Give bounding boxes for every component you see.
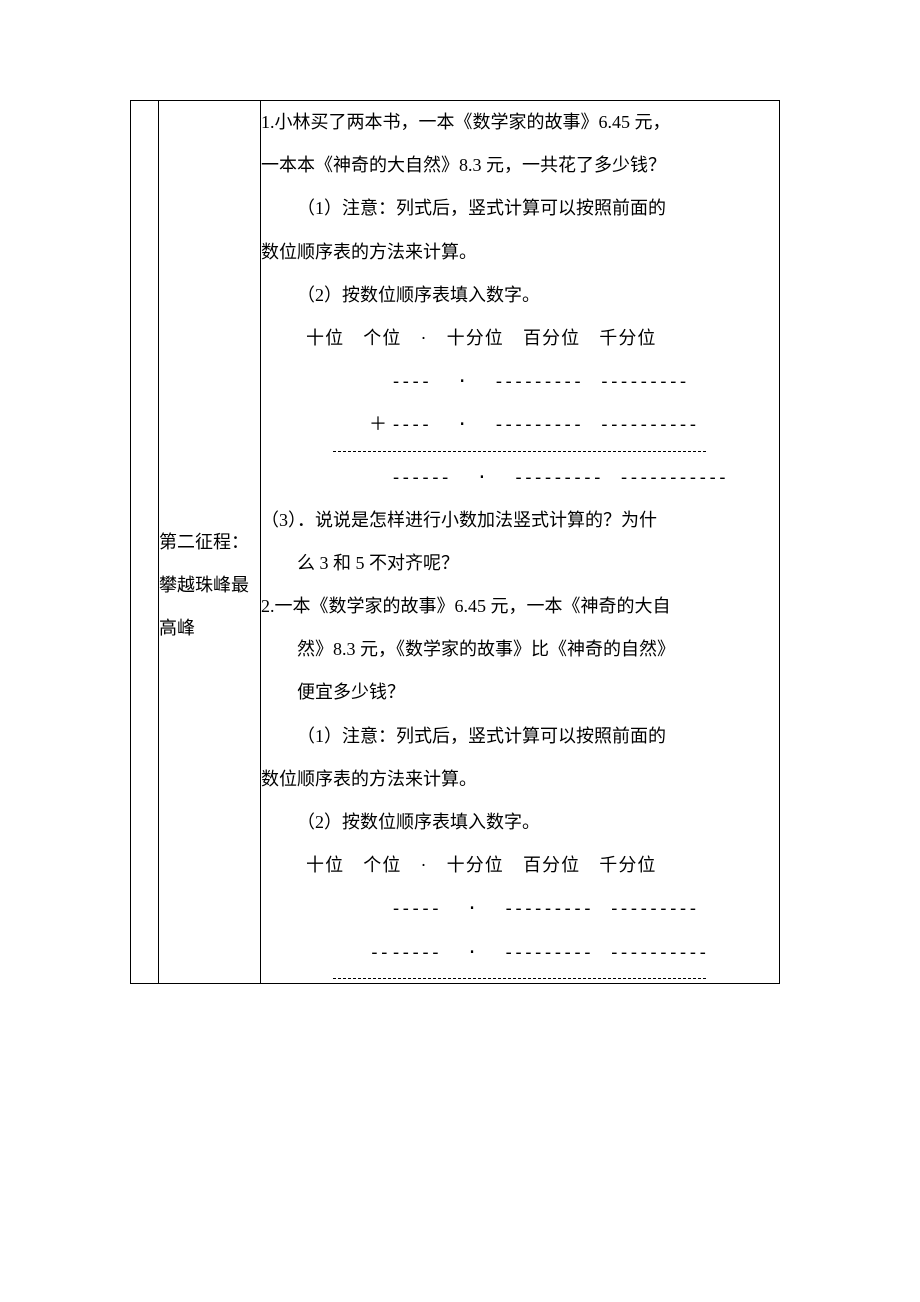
p1-note2: （2）按数位顺序表填入数字。: [261, 274, 779, 317]
p1-row3: ------ · --------- -----------: [261, 456, 779, 499]
p2-note1: （1）注意：列式后，竖式计算可以按照前面的: [261, 715, 779, 758]
p1-row3-text: ------ · --------- -----------: [391, 467, 727, 488]
p1-note1b: 数位顺序表的方法来计算。: [261, 231, 779, 274]
p1-row2-text: ---- · --------- ----------: [391, 414, 698, 435]
p1-places: 十位 个位 · 十分位 百分位 千分位: [261, 317, 779, 360]
content-col: 1.小林买了两本书，一本《数学家的故事》6.45 元， 一本本《神奇的大自然》8…: [261, 101, 780, 984]
p1-op: ＋: [369, 403, 391, 446]
p1-row1: ---- · --------- ---------: [261, 360, 779, 403]
p1-q3b: 么 3 和 5 不对齐呢？: [261, 542, 779, 585]
p1-title: 1.小林买了两本书，一本《数学家的故事》6.45 元，: [261, 101, 779, 144]
p2-title: 2.一本《数学家的故事》6.45 元，一本《神奇的大自: [261, 585, 779, 628]
p2-divider: [333, 978, 706, 979]
p2-title2: 然》8.3 元，《数学家的故事》比《神奇的自然》: [261, 628, 779, 671]
p2-note1b: 数位顺序表的方法来计算。: [261, 758, 779, 801]
p2-row1-text: ----- · --------- ---------: [391, 898, 698, 919]
p2-places: 十位 个位 · 十分位 百分位 千分位: [261, 844, 779, 887]
p1-divider: [333, 451, 706, 452]
p2-row2: ------- · --------- ----------: [261, 931, 779, 974]
lesson-table: 第二征程： 攀越珠峰最 高峰 1.小林买了两本书，一本《数学家的故事》6.45 …: [130, 100, 780, 984]
section-line-3: 高峰: [159, 607, 260, 650]
p2-row1: ----- · --------- ---------: [261, 887, 779, 930]
p2-title3: 便宜多少钱？: [261, 671, 779, 714]
p1-q3: （3）．说说是怎样进行小数加法竖式计算的？为什: [261, 499, 779, 542]
section-line-1: 第二征程：: [159, 521, 260, 564]
margin-col: [131, 101, 159, 984]
p1-row2: ＋---- · --------- ----------: [261, 403, 779, 446]
section-line-2: 攀越珠峰最: [159, 564, 260, 607]
p2-note2: （2）按数位顺序表填入数字。: [261, 801, 779, 844]
p1-row1-text: ---- · --------- ---------: [391, 371, 688, 392]
p2-op: --: [369, 931, 391, 974]
section-col: 第二征程： 攀越珠峰最 高峰: [159, 101, 261, 984]
p2-row2-text: ----- · --------- ----------: [391, 942, 708, 963]
p1-note1: （1）注意：列式后，竖式计算可以按照前面的: [261, 187, 779, 230]
p1-title2: 一本本《神奇的大自然》8.3 元，一共花了多少钱？: [261, 144, 779, 187]
